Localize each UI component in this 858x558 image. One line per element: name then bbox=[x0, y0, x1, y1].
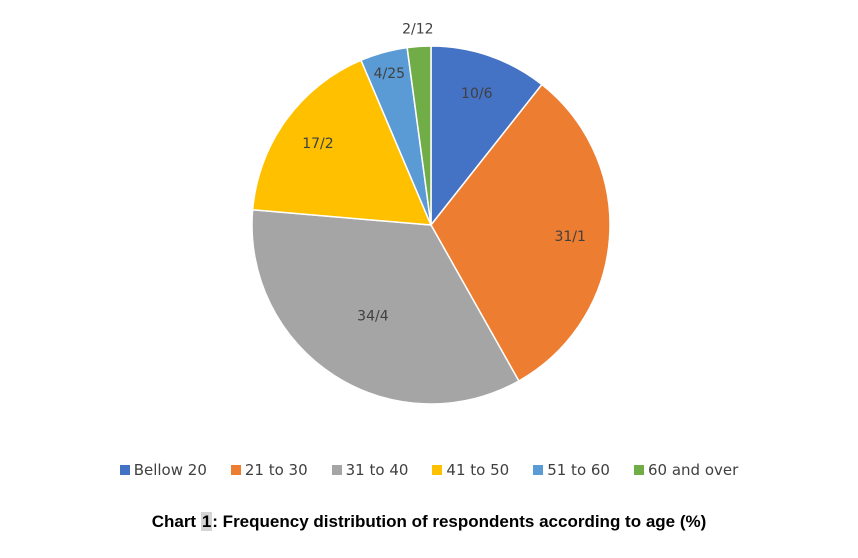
legend-label: 21 to 30 bbox=[244, 461, 308, 479]
legend-item-41-to-50: 41 to 50 bbox=[432, 461, 509, 479]
chart-legend: Bellow 20 21 to 30 31 to 40 41 to 50 51 to 6… bbox=[0, 461, 858, 479]
caption-text: : Frequency distribution of respondents … bbox=[212, 512, 707, 531]
legend-swatch bbox=[230, 465, 241, 475]
legend-item-31-to-40: 31 to 40 bbox=[331, 461, 409, 479]
legend-item-21-to-30: 21 to 30 bbox=[230, 461, 308, 479]
legend-swatch bbox=[331, 465, 342, 475]
legend-label: 51 to 60 bbox=[547, 461, 610, 479]
data-label-51-to-60: 4/25 bbox=[374, 66, 405, 82]
legend-item-51-to-60: 51 to 60 bbox=[533, 461, 610, 479]
pie-slice-41-to-50 bbox=[251, 59, 433, 226]
pie-slices bbox=[251, 45, 611, 405]
data-label-21-to-30: 31/1 bbox=[554, 229, 585, 245]
chart-caption: Chart 1: Frequency distribution of respo… bbox=[0, 512, 858, 532]
pie-slice-bellow-20 bbox=[430, 45, 543, 228]
pie-slice-60-and-over bbox=[406, 45, 432, 226]
caption-prefix: Chart bbox=[151, 512, 201, 531]
legend-item-bellow-20: Bellow 20 bbox=[119, 461, 207, 479]
pie-slice-31-to-40 bbox=[251, 209, 520, 405]
legend-item-60-and-over: 60 and over bbox=[633, 461, 739, 479]
legend-swatch bbox=[432, 465, 443, 475]
legend-label: 41 to 50 bbox=[446, 461, 510, 479]
pie-chart: 10/6 31/1 34/4 17/2 4/25 2/12 bbox=[251, 22, 611, 405]
legend-label: 60 and over bbox=[647, 461, 739, 479]
caption-number: 1 bbox=[200, 512, 213, 531]
pie-data-labels: 10/6 31/1 34/4 17/2 4/25 2/12 bbox=[302, 22, 586, 325]
legend-label: Bellow 20 bbox=[133, 461, 207, 479]
pie-slice-21-to-30 bbox=[430, 83, 611, 382]
data-label-41-to-50: 17/2 bbox=[302, 136, 333, 152]
legend-swatch bbox=[633, 465, 644, 475]
data-label-bellow-20: 10/6 bbox=[461, 86, 493, 102]
data-label-31-to-40: 34/4 bbox=[357, 308, 389, 324]
legend-label: 31 to 40 bbox=[345, 461, 409, 479]
legend-swatch bbox=[533, 465, 544, 475]
legend-swatch bbox=[119, 465, 130, 475]
data-label-60-and-over: 2/12 bbox=[402, 22, 433, 38]
